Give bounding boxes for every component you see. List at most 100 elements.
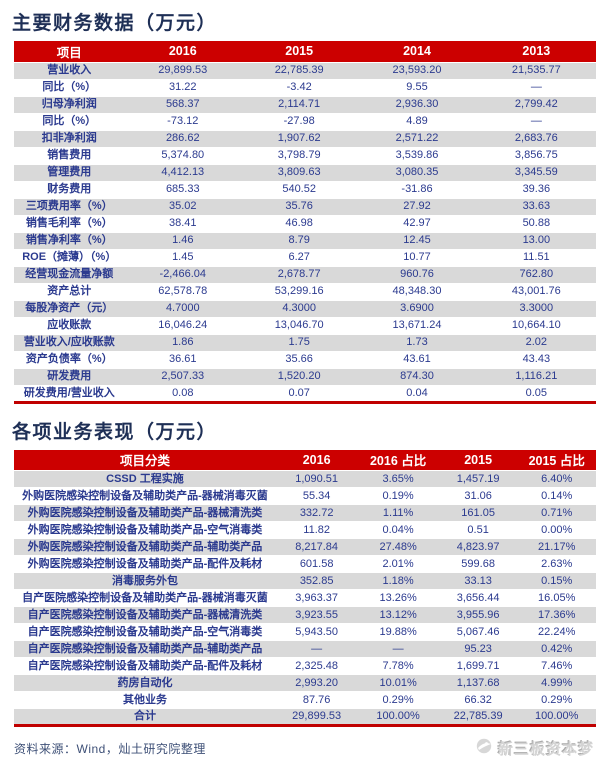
table-row: 财务费用 685.33 540.52 -31.86 39.36 bbox=[14, 180, 596, 198]
cell-value: 50.88 bbox=[476, 214, 596, 232]
cell-value: 3.3000 bbox=[476, 299, 596, 317]
cell-value: 1,090.51 bbox=[275, 470, 358, 488]
cell-value: 3,656.44 bbox=[438, 589, 518, 607]
table-row: 外购医院感染控制设备及辅助类产品-辅助类产品 8,217.84 27.48% 4,82… bbox=[14, 538, 596, 556]
cell-value: 2,678.77 bbox=[240, 265, 358, 283]
table-row: CSSD 工程实施 1,090.51 3.65% 1,457.19 6.40% bbox=[14, 470, 596, 488]
column-header: 2016 占比 bbox=[357, 449, 439, 471]
row-label: 同比（%） bbox=[14, 112, 125, 130]
cell-value: 27.48% bbox=[357, 538, 439, 556]
cell-value: 874.30 bbox=[357, 367, 477, 385]
row-label: 扣非净利润 bbox=[14, 129, 125, 147]
cell-value: 100.00% bbox=[517, 708, 596, 727]
cell-value: — bbox=[476, 78, 596, 96]
row-label: 研发费用/营业收入 bbox=[14, 384, 125, 404]
cell-value: 2.63% bbox=[517, 555, 596, 573]
footer: 资料来源：Wind，灿土研究院整理 新三板资本梦 bbox=[14, 737, 594, 759]
source-note: 资料来源：Wind，灿土研究院整理 bbox=[14, 741, 206, 756]
cell-value: 35.02 bbox=[124, 197, 241, 215]
row-label: 外购医院感染控制设备及辅助类产品-空气消毒类 bbox=[14, 521, 276, 539]
cell-value: 0.42% bbox=[517, 640, 596, 658]
business-table-header-row: 项目分类 2016 2016 占比 2015 2015 占比 bbox=[14, 449, 596, 471]
table-row: 管理费用 4,412.13 3,809.63 3,080.35 3,345.59 bbox=[14, 163, 596, 181]
cell-value: 3,539.86 bbox=[357, 146, 477, 164]
row-label: 自产医院感染控制设备及辅助类产品-空气消毒类 bbox=[14, 623, 276, 641]
cell-value: 3,856.75 bbox=[476, 146, 596, 164]
cell-value: 29,899.53 bbox=[275, 708, 358, 727]
cell-value: 0.04 bbox=[357, 384, 477, 404]
cell-value: 8.79 bbox=[240, 231, 358, 249]
cell-value: 3.65% bbox=[357, 470, 439, 488]
cell-value: 7.78% bbox=[357, 657, 439, 675]
financial-table-body: 营业收入 29,899.53 22,785.39 23,593.20 21,535.77… bbox=[14, 61, 596, 404]
cell-value: 12.45 bbox=[357, 231, 477, 249]
table-row: 扣非净利润 286.62 1,907.62 2,571.22 2,683.76 bbox=[14, 129, 596, 147]
cell-value: 43,001.76 bbox=[476, 282, 596, 300]
row-label: 三项费用率（%） bbox=[14, 197, 125, 215]
cell-value: 23,593.20 bbox=[357, 61, 477, 79]
cell-value: 601.58 bbox=[275, 555, 358, 573]
table-row: 自产医院感染控制设备及辅助类产品-辅助类产品 — —95.23 0.42% bbox=[14, 640, 596, 658]
table-row: 资产总计 62,578.78 53,299.16 48,348.30 43,001.76 bbox=[14, 282, 596, 300]
column-header: 项目 bbox=[14, 41, 125, 62]
table-row: 每股净资产（元） 4.7000 4.3000 3.6900 3.3000 bbox=[14, 299, 596, 317]
cell-value: 1,907.62 bbox=[240, 129, 358, 147]
cell-value: 2,993.20 bbox=[275, 674, 358, 692]
cell-value: 1,116.21 bbox=[476, 367, 596, 385]
row-label: 资产总计 bbox=[14, 282, 125, 300]
row-label: 其他业务 bbox=[14, 691, 276, 709]
cell-value: 0.51 bbox=[438, 521, 518, 539]
table-row: 同比（%） 31.22 -3.42 9.55— bbox=[14, 78, 596, 96]
table-row: 外购医院感染控制设备及辅助类产品-配件及耗材 601.58 2.01% 599.68 2… bbox=[14, 555, 596, 573]
cell-value: 4.89 bbox=[357, 112, 477, 130]
cell-value: 11.51 bbox=[476, 248, 596, 266]
row-label: 药房自动化 bbox=[14, 674, 276, 692]
cell-value: 4.99% bbox=[517, 674, 596, 692]
cell-value: 9.55 bbox=[357, 78, 477, 96]
row-label: 消毒服务外包 bbox=[14, 572, 276, 590]
cell-value: 4,412.13 bbox=[124, 163, 241, 181]
table-row: 营业收入 29,899.53 22,785.39 23,593.20 21,535.77 bbox=[14, 61, 596, 79]
cell-value: 0.07 bbox=[240, 384, 358, 404]
row-label: 合计 bbox=[14, 708, 276, 727]
cell-value: 0.04% bbox=[357, 521, 439, 539]
cell-value: 53,299.16 bbox=[240, 282, 358, 300]
cell-value: 1,520.20 bbox=[240, 367, 358, 385]
row-label: 研发费用 bbox=[14, 367, 125, 385]
cell-value: 13.26% bbox=[357, 589, 439, 607]
cell-value: 19.88% bbox=[357, 623, 439, 641]
cell-value: -73.12 bbox=[124, 112, 241, 130]
cell-value: 1.46 bbox=[124, 231, 241, 249]
cell-value: 10,664.10 bbox=[476, 316, 596, 334]
column-header: 2013 bbox=[476, 41, 596, 62]
cell-value: 352.85 bbox=[275, 572, 358, 590]
table-row: 营业收入/应收账款 1.86 1.75 1.73 2.02 bbox=[14, 333, 596, 351]
cell-value: 33.63 bbox=[476, 197, 596, 215]
cell-value: 0.08 bbox=[124, 384, 241, 404]
cell-value: 2,799.42 bbox=[476, 95, 596, 113]
cell-value: 1.18% bbox=[357, 572, 439, 590]
row-label: 应收账款 bbox=[14, 316, 125, 334]
row-label: 归母净利润 bbox=[14, 95, 125, 113]
section1-title: 主要财务数据（万元） bbox=[12, 12, 218, 34]
cell-value: 13,671.24 bbox=[357, 316, 477, 334]
table-row: 自产医院感染控制设备及辅助类产品-器械消毒灭菌 3,963.37 13.26% 3,6… bbox=[14, 589, 596, 607]
cell-value: 0.14% bbox=[517, 487, 596, 505]
cell-value: 0.29% bbox=[357, 691, 439, 709]
cell-value: 13,046.70 bbox=[240, 316, 358, 334]
table-row: 经营现金流量净额 -2,466.04 2,678.77 960.76 762.80 bbox=[14, 265, 596, 283]
cell-value: 22,785.39 bbox=[240, 61, 358, 79]
cell-value: 0.05 bbox=[476, 384, 596, 404]
cell-value: 22,785.39 bbox=[438, 708, 518, 727]
row-label: 销售费用 bbox=[14, 146, 125, 164]
row-label: 经营现金流量净额 bbox=[14, 265, 125, 283]
cell-value: 33.13 bbox=[438, 572, 518, 590]
table-row: 自产医院感染控制设备及辅助类产品-空气消毒类 5,943.50 19.88% 5,06… bbox=[14, 623, 596, 641]
table-row: 三项费用率（%） 35.02 35.76 27.92 33.63 bbox=[14, 197, 596, 215]
cell-value: 2,114.71 bbox=[240, 95, 358, 113]
section2-title: 各项业务表现（万元） bbox=[12, 420, 218, 443]
cell-value: 332.72 bbox=[275, 504, 358, 522]
cell-value: 0.15% bbox=[517, 572, 596, 590]
cell-value: 3,923.55 bbox=[275, 606, 358, 624]
cell-value: 0.29% bbox=[517, 691, 596, 709]
